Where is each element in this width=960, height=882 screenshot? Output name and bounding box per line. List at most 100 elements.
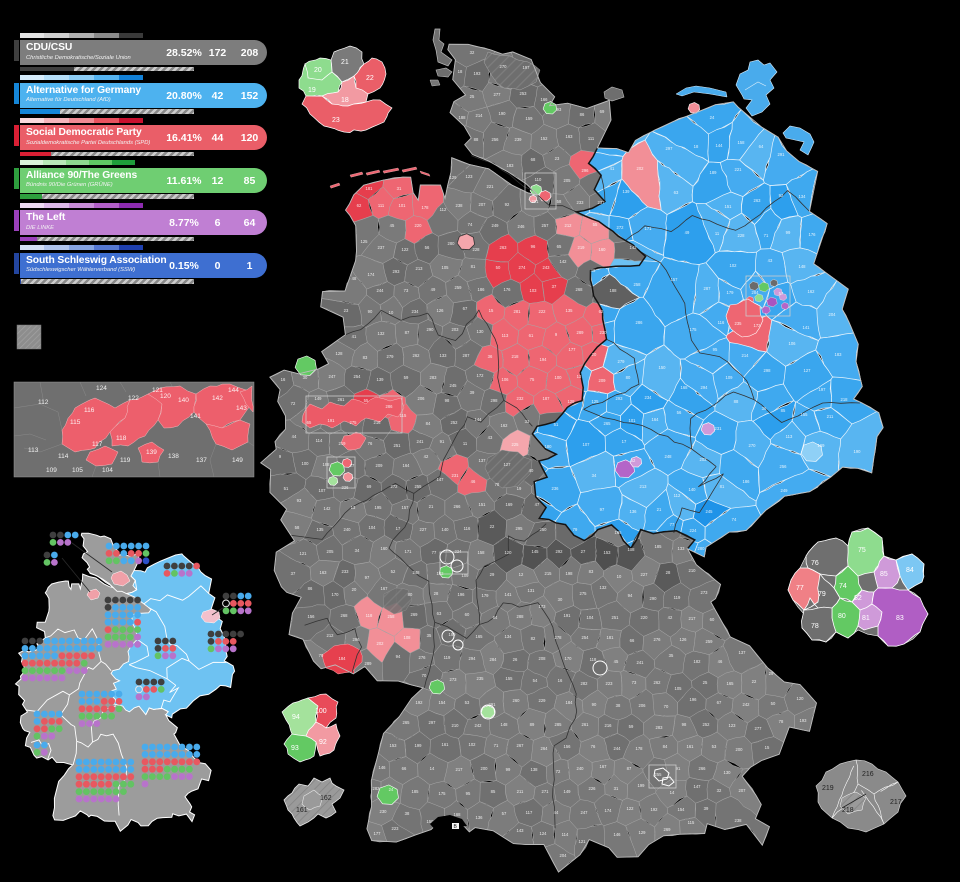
- svg-text:72: 72: [556, 769, 561, 774]
- svg-text:136: 136: [630, 509, 638, 514]
- svg-text:122: 122: [402, 247, 410, 252]
- svg-text:35: 35: [427, 633, 432, 638]
- svg-text:99: 99: [506, 767, 511, 772]
- svg-text:273: 273: [701, 590, 709, 595]
- svg-text:294: 294: [701, 385, 709, 390]
- svg-text:222: 222: [539, 309, 547, 314]
- svg-text:290: 290: [427, 327, 435, 332]
- svg-text:109: 109: [462, 573, 470, 578]
- svg-text:227: 227: [420, 527, 428, 532]
- svg-text:78: 78: [811, 623, 819, 630]
- svg-text:43: 43: [488, 435, 493, 440]
- svg-text:17: 17: [622, 439, 627, 444]
- svg-text:48: 48: [591, 268, 596, 273]
- svg-text:119: 119: [120, 457, 131, 464]
- svg-text:209: 209: [599, 378, 607, 383]
- svg-text:81: 81: [471, 264, 476, 269]
- svg-text:254: 254: [354, 374, 362, 379]
- svg-text:92: 92: [319, 739, 327, 746]
- svg-text:263: 263: [754, 198, 762, 203]
- svg-text:85: 85: [491, 789, 496, 794]
- svg-text:190: 190: [854, 449, 862, 454]
- svg-text:282: 282: [581, 681, 589, 686]
- svg-text:175: 175: [690, 327, 698, 332]
- svg-text:177: 177: [374, 831, 382, 836]
- svg-text:24: 24: [710, 115, 715, 120]
- svg-text:204: 204: [829, 312, 837, 317]
- svg-text:274: 274: [519, 265, 527, 270]
- svg-text:69: 69: [367, 484, 372, 489]
- svg-text:136: 136: [476, 815, 484, 820]
- svg-text:108: 108: [628, 547, 636, 552]
- svg-text:212: 212: [565, 223, 573, 228]
- svg-text:125: 125: [592, 399, 600, 404]
- svg-text:110: 110: [535, 177, 542, 182]
- svg-text:176: 176: [809, 232, 817, 237]
- svg-text:284: 284: [752, 290, 760, 295]
- svg-text:285: 285: [555, 722, 563, 727]
- svg-text:44: 44: [292, 434, 297, 439]
- svg-text:216: 216: [374, 420, 382, 425]
- svg-text:127: 127: [504, 462, 512, 467]
- svg-text:47: 47: [535, 502, 540, 507]
- svg-text:223: 223: [606, 681, 614, 686]
- svg-text:121: 121: [300, 551, 308, 556]
- svg-text:143: 143: [630, 245, 638, 250]
- svg-text:205: 205: [564, 178, 572, 183]
- svg-text:298: 298: [764, 368, 772, 373]
- svg-text:293: 293: [616, 396, 624, 401]
- svg-text:118: 118: [366, 613, 373, 618]
- svg-text:156: 156: [308, 614, 316, 619]
- svg-text:36: 36: [762, 406, 767, 411]
- svg-text:28: 28: [434, 591, 439, 596]
- svg-text:76: 76: [591, 744, 596, 749]
- svg-text:162: 162: [808, 289, 816, 294]
- svg-text:114: 114: [562, 832, 569, 837]
- svg-text:185: 185: [412, 789, 420, 794]
- svg-text:292: 292: [556, 549, 564, 554]
- svg-text:226: 226: [589, 786, 597, 791]
- svg-text:214: 214: [742, 353, 750, 358]
- svg-text:71: 71: [494, 743, 499, 748]
- svg-text:76: 76: [368, 441, 373, 446]
- svg-text:61: 61: [529, 333, 534, 338]
- svg-text:74: 74: [468, 222, 473, 227]
- svg-text:226: 226: [342, 485, 350, 490]
- svg-text:113: 113: [786, 434, 793, 439]
- svg-text:37: 37: [552, 284, 557, 289]
- svg-text:200: 200: [481, 766, 489, 771]
- svg-text:138: 138: [531, 767, 539, 772]
- svg-text:213: 213: [416, 266, 424, 271]
- svg-text:111: 111: [378, 203, 385, 208]
- svg-text:282: 282: [373, 786, 381, 791]
- svg-text:83: 83: [363, 355, 368, 360]
- svg-text:297: 297: [429, 720, 437, 725]
- svg-text:184: 184: [566, 700, 574, 705]
- svg-text:53: 53: [712, 744, 717, 749]
- svg-text:238: 238: [456, 203, 464, 208]
- svg-text:141: 141: [190, 413, 201, 420]
- svg-text:123: 123: [466, 174, 474, 179]
- svg-text:252: 252: [703, 722, 711, 727]
- svg-text:245: 245: [450, 383, 458, 388]
- svg-text:25: 25: [470, 94, 475, 99]
- svg-text:119: 119: [674, 595, 681, 600]
- svg-text:177: 177: [569, 347, 577, 352]
- svg-text:41: 41: [352, 334, 357, 339]
- svg-text:207: 207: [739, 788, 747, 793]
- svg-text:82: 82: [854, 595, 862, 602]
- svg-text:116: 116: [718, 320, 725, 325]
- svg-text:128: 128: [568, 399, 576, 404]
- svg-text:149: 149: [232, 457, 243, 464]
- svg-text:181: 181: [607, 635, 615, 640]
- svg-text:242: 242: [475, 723, 483, 728]
- svg-text:90: 90: [592, 702, 597, 707]
- svg-text:221: 221: [487, 184, 495, 189]
- svg-text:256: 256: [780, 464, 788, 469]
- svg-text:206: 206: [418, 396, 426, 401]
- svg-text:65: 65: [307, 420, 312, 425]
- svg-text:134: 134: [799, 194, 807, 199]
- svg-text:179: 179: [727, 290, 735, 295]
- svg-text:73: 73: [632, 680, 637, 685]
- svg-text:83: 83: [896, 615, 904, 622]
